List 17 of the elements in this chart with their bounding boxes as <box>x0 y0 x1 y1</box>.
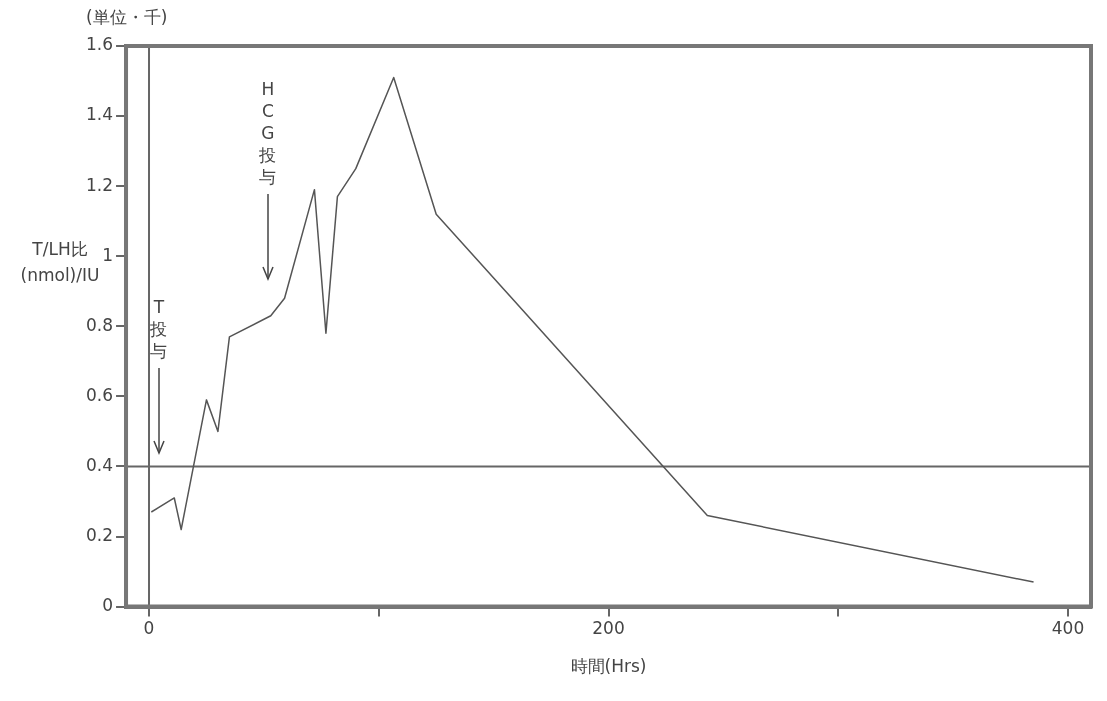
y-tick-label: 1 <box>102 244 114 265</box>
x-tick-label: 400 <box>1051 618 1085 639</box>
text: (単位・千) <box>86 6 168 29</box>
y-tick-label: 0.4 <box>85 454 114 475</box>
annotation: HCG投与 <box>258 78 278 189</box>
y-tick-label: 0.8 <box>85 314 114 335</box>
y-tick-label: 1.6 <box>85 34 114 55</box>
y-tick-label: 0.2 <box>85 524 114 545</box>
x-tick-label: 0 <box>143 618 155 639</box>
y-tick-label: 0 <box>102 595 114 616</box>
x-axis-title: 時間(Hrs) <box>569 654 648 678</box>
annotation: T投与 <box>149 296 169 363</box>
y-axis-title: T/LH比(nmol)/IU <box>19 238 101 288</box>
x-tick-label: 200 <box>592 618 625 639</box>
y-tick-label: 1.4 <box>85 104 114 125</box>
y-tick-label: 1.2 <box>85 174 114 195</box>
y-tick-label: 0.6 <box>85 384 114 405</box>
